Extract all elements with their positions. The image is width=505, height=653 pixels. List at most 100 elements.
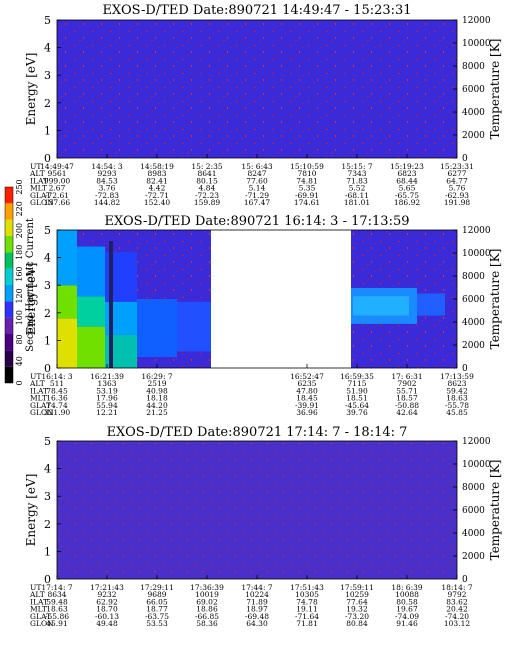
orbit-value: -73.20 [345, 612, 369, 621]
orbit-value: -60.13 [95, 612, 119, 621]
y2-tick-label: 12000 [462, 226, 491, 236]
orbit-row-label: GLAT [30, 612, 51, 621]
orbit-value: 5.65 [399, 184, 416, 193]
orbit-row-label: MLT [30, 184, 47, 193]
colorbar-tick-label: 40 [15, 356, 24, 366]
orbit-value: 77.64 [346, 597, 368, 606]
orbit-value: 167.47 [244, 198, 270, 207]
orbit-value: 64.77 [446, 176, 468, 185]
y-tick-label: 0 [44, 362, 51, 375]
spectrogram-band [417, 293, 445, 316]
orbit-value: 17:59:11 [340, 583, 374, 592]
orbit-value: 9792 [447, 590, 466, 599]
orbit-value: 181.01 [344, 198, 370, 207]
y2-tick-label: 6000 [462, 85, 485, 95]
colorbar-tick-label: 180 [15, 245, 24, 260]
colorbar-tick-label: 80 [15, 334, 24, 344]
orbit-value: -71.29 [245, 191, 269, 200]
orbit-value: -55.78 [445, 401, 469, 410]
orbit-value: -50.88 [395, 401, 419, 410]
colorbar-tick-label: 120 [15, 288, 24, 303]
orbit-row-label: GLON [30, 408, 54, 417]
orbit-value: 78.45 [46, 386, 68, 395]
colorbar-swatch [5, 301, 13, 318]
y2-tick-label: 6000 [462, 506, 485, 516]
orbit-value: 5.35 [299, 184, 316, 193]
orbit-value: 15:19:23 [390, 162, 424, 171]
y-tick-label: 3 [44, 69, 51, 82]
orbit-value: -69.48 [245, 612, 269, 621]
orbit-value: 10088 [395, 590, 419, 599]
colorbar-tick-label: 220 [15, 201, 24, 216]
orbit-value: -72.61 [45, 191, 69, 200]
colorbar-swatch [5, 268, 13, 285]
y2-tick-label: 4000 [462, 108, 485, 118]
orbit-value: 10224 [245, 590, 269, 599]
y2-tick-label: 12000 [462, 437, 491, 447]
orbit-value: 2.67 [49, 184, 66, 193]
orbit-value: 21.25 [146, 408, 168, 417]
orbit-row-label: ALT [29, 379, 45, 388]
orbit-value: 15:10:59 [290, 162, 324, 171]
orbit-value: -72.83 [95, 191, 119, 200]
colorbar-frame [4, 186, 14, 384]
orbit-value: 18.18 [146, 394, 168, 403]
orbit-value: 2519 [147, 379, 166, 388]
orbit-row-label: GLAT [30, 401, 51, 410]
orbit-value: 20.42 [446, 605, 468, 614]
y-tick-label: 1 [44, 124, 51, 137]
orbit-value: 152.40 [144, 198, 170, 207]
orbit-value: 64.30 [246, 619, 268, 628]
orbit-value: 16.36 [46, 394, 68, 403]
orbit-value: 40.98 [146, 386, 168, 395]
orbit-value: 16:52:47 [290, 372, 324, 381]
spectrogram-band [77, 326, 105, 368]
orbit-value: 9689 [147, 590, 166, 599]
orbit-value: 14:49:47 [40, 162, 74, 171]
y2-tick-label: 8000 [462, 483, 485, 493]
orbit-value: 53.19 [96, 386, 118, 395]
orbit-value: 68.44 [396, 176, 418, 185]
y-tick-label: 4 [44, 463, 51, 476]
orbit-value: 4.84 [199, 184, 216, 193]
orbit-value: 45.85 [446, 408, 468, 417]
orbit-value: 39.76 [346, 408, 368, 417]
colorbar-swatch [5, 252, 13, 269]
y-tick-label: 0 [44, 152, 51, 165]
orbit-value: -39.91 [295, 401, 319, 410]
orbit-value: 53.53 [146, 619, 168, 628]
y-tick-label: 0 [44, 573, 51, 586]
orbit-value: 71.81 [296, 619, 317, 628]
colorbar-swatch [5, 366, 13, 383]
spectrogram-stripe [109, 241, 113, 368]
orbit-value: 18.86 [196, 605, 218, 614]
orbit-value: 17:21:43 [90, 583, 124, 592]
orbit-value: 7115 [347, 379, 366, 388]
orbit-value: 16:14: 3 [41, 372, 73, 381]
colorbar-swatch [5, 317, 13, 334]
orbit-row-label: UT [30, 583, 41, 592]
orbit-value: 58.36 [196, 619, 218, 628]
colorbar-swatch [5, 285, 13, 302]
orbit-value: 18.97 [246, 605, 268, 614]
y2-tick-label: 8000 [462, 62, 485, 72]
orbit-value: 8983 [147, 169, 166, 178]
orbit-value: 17: 6:31 [391, 372, 422, 381]
orbit-value: -65.75 [395, 191, 419, 200]
y-tick-label: 3 [44, 279, 51, 292]
spectrogram-segment [57, 20, 457, 158]
orbit-value: 6235 [297, 379, 316, 388]
orbit-value: 66.05 [146, 597, 168, 606]
orbit-value: 191.98 [444, 198, 470, 207]
colorbar-swatch [5, 350, 13, 367]
orbit-value: 44.20 [146, 401, 168, 410]
colorbar-swatch [5, 334, 13, 351]
orbit-value: -45.64 [345, 401, 369, 410]
colorbar-swatch [5, 203, 13, 220]
orbit-value: 15: 2:35 [191, 162, 223, 171]
orbit-row-label: MLT [30, 605, 47, 614]
y2-tick-label: 10000 [462, 39, 491, 49]
spectrogram-band [177, 301, 211, 352]
orbit-row-label: GLAT [30, 191, 51, 200]
y2-tick-label: 4000 [462, 529, 485, 539]
